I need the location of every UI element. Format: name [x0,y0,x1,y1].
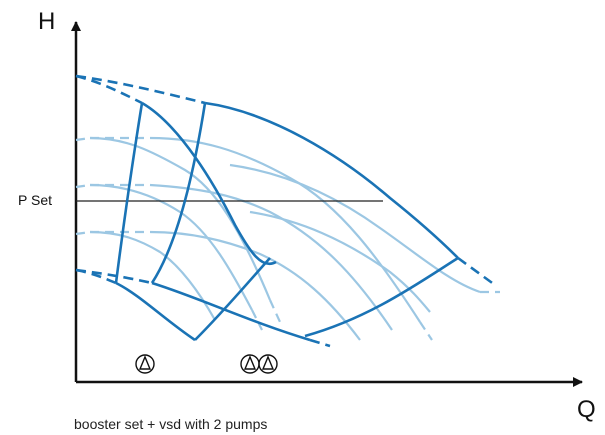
setpoint-label: P Set [18,192,52,208]
single-pump-symbol [135,354,155,374]
light-curve-4 [149,136,421,323]
axes [71,21,583,387]
double-pump-right-boundary [304,256,459,338]
double-pump-max-curve [204,101,459,259]
y-axis-label: H [38,8,56,35]
x-axis-label: Q [577,396,596,423]
light-curve-2 [89,183,253,311]
dark-dashed-extensions [75,74,496,348]
pump-icon [135,354,155,374]
double-pump-min-curve [151,281,311,342]
light-curve-3 [89,230,216,321]
double-pump-symbols [240,354,278,374]
light-curve-8 [249,210,431,313]
single-pump-min-curve [115,281,196,342]
light-dashed-extensions [75,136,500,341]
light-curve-7 [229,163,481,294]
single-pump-max-curve [141,101,277,266]
double-pump-left-boundary [150,102,207,284]
double-pump-curves [150,101,459,342]
light-curve-6 [149,230,361,341]
light-curve-5 [149,183,393,331]
light-curve-1 [89,136,272,301]
single-pump-right-boundary [194,257,271,341]
light-pump-curves [89,136,481,341]
pump-icon [258,354,278,374]
diagram-caption: booster set + vsd with 2 pumps [74,416,268,432]
single-pump-left-boundary [114,102,144,284]
single-pump-curves [114,101,277,342]
